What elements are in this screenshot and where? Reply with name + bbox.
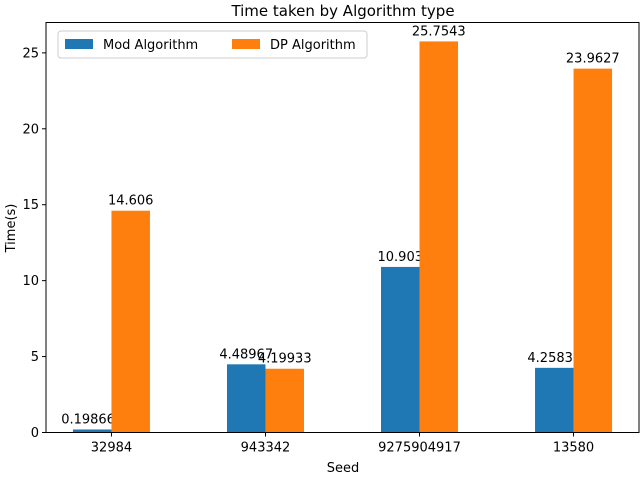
data-label: 4.48967 xyxy=(219,347,273,362)
legend: Mod Algorithm DP Algorithm xyxy=(57,30,368,59)
y-tick-label: 5 xyxy=(31,350,39,365)
legend-swatch xyxy=(232,39,260,49)
data-label: 14.606 xyxy=(108,194,154,209)
legend-box xyxy=(57,30,368,59)
bar-mod xyxy=(381,266,420,433)
chart-title: Time taken by Algorithm type xyxy=(230,2,454,20)
bar-mod xyxy=(72,429,112,433)
data-label: 10.903 xyxy=(378,250,424,265)
legend-swatch xyxy=(65,39,93,49)
legend-label: Mod Algorithm xyxy=(103,38,198,53)
data-label: 4.19933 xyxy=(258,352,312,367)
bar-dp xyxy=(419,41,459,433)
data-label: 23.9627 xyxy=(566,52,620,67)
x-tick-label: 13580 xyxy=(553,441,594,456)
x-axis-label: Seed xyxy=(327,461,360,476)
x-tick-label: 9275904917 xyxy=(378,441,461,456)
data-label: 25.7543 xyxy=(412,24,466,39)
y-tick-label: 10 xyxy=(22,274,39,289)
plot-area: 0 5 10 15 20 25 32984 943342 9275904917 13580 0.19… xyxy=(22,24,619,455)
bar-mod xyxy=(226,364,266,433)
bar-mod xyxy=(535,367,574,433)
legend-label: DP Algorithm xyxy=(270,38,356,53)
y-tick-label: 0 xyxy=(31,426,39,441)
y-tick-label: 25 xyxy=(22,46,39,61)
data-label: 0.198667 xyxy=(61,412,123,427)
data-label: 4.25833 xyxy=(527,351,581,366)
y-axis-label: Time(s) xyxy=(4,204,19,254)
bar-dp xyxy=(111,210,150,433)
x-tick-label: 32984 xyxy=(91,441,132,456)
y-tick-label: 20 xyxy=(22,122,39,137)
x-tick-label: 943342 xyxy=(241,441,291,456)
y-tick-label: 15 xyxy=(22,198,39,213)
bar-dp xyxy=(573,68,613,433)
bar-dp xyxy=(265,368,304,433)
plot-frame xyxy=(45,22,640,433)
